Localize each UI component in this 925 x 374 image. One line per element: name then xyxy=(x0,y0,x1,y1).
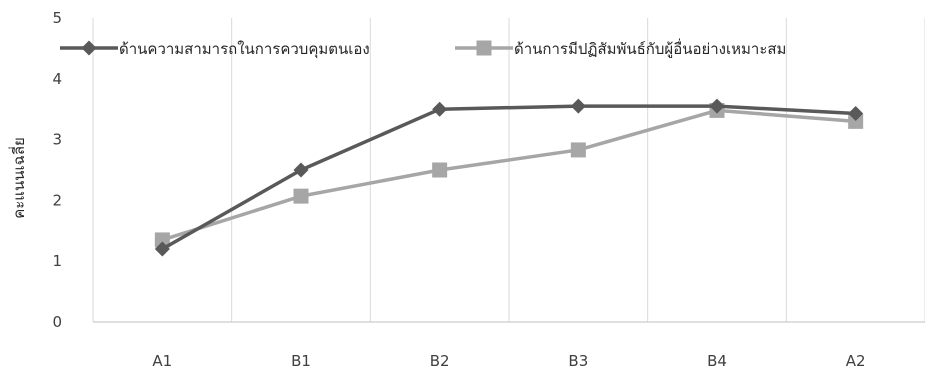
legend-label: ด้านความสามารถในการควบคุมตนเอง xyxy=(119,40,370,59)
y-tick-label: 5 xyxy=(52,9,62,27)
x-tick-label: A1 xyxy=(152,352,172,370)
data-point xyxy=(432,101,448,117)
x-tick-label: B1 xyxy=(291,352,311,370)
x-tick-label: B3 xyxy=(568,352,588,370)
data-point xyxy=(293,162,309,178)
y-tick-label: 0 xyxy=(52,313,62,331)
data-point xyxy=(709,98,725,114)
data-point xyxy=(570,142,586,158)
y-tick-label: 2 xyxy=(52,191,62,209)
data-point xyxy=(848,105,864,121)
x-axis-ticks: A1 B1 B2 B3 B4 A2 xyxy=(152,352,865,370)
data-point xyxy=(154,241,170,257)
legend-label: ด้านการมีปฏิสัมพันธ์กับผู้อื่นอย่างเหมาะ… xyxy=(514,38,786,58)
y-axis-ticks: 0 1 2 3 4 5 xyxy=(52,9,62,331)
series-1 xyxy=(154,98,864,257)
x-tick-label: B4 xyxy=(707,352,727,370)
legend: ด้านความสามารถในการควบคุมตนเอง ด้านการมีป… xyxy=(60,38,786,59)
series-line xyxy=(161,108,856,242)
series-line xyxy=(161,104,856,251)
legend-item: ด้านการมีปฏิสัมพันธ์กับผู้อื่นอย่างเหมาะ… xyxy=(455,38,786,58)
data-point xyxy=(570,98,586,114)
legend-item: ด้านความสามารถในการควบคุมตนเอง xyxy=(60,40,370,59)
x-tick-label: A2 xyxy=(846,352,866,370)
x-tick-label: B2 xyxy=(430,352,450,370)
gridlines xyxy=(92,18,925,322)
legend-marker xyxy=(476,40,492,56)
y-tick-label: 4 xyxy=(52,70,62,88)
y-tick-label: 3 xyxy=(52,131,62,149)
y-tick-label: 1 xyxy=(52,252,62,270)
data-point xyxy=(848,113,864,129)
series-2 xyxy=(154,102,864,248)
legend-marker xyxy=(81,40,97,56)
data-point xyxy=(154,232,170,248)
y-axis-title: คะแนนเฉลี่ย xyxy=(8,137,28,219)
data-point xyxy=(432,162,448,178)
data-point xyxy=(293,188,309,204)
series-layer xyxy=(154,98,864,257)
